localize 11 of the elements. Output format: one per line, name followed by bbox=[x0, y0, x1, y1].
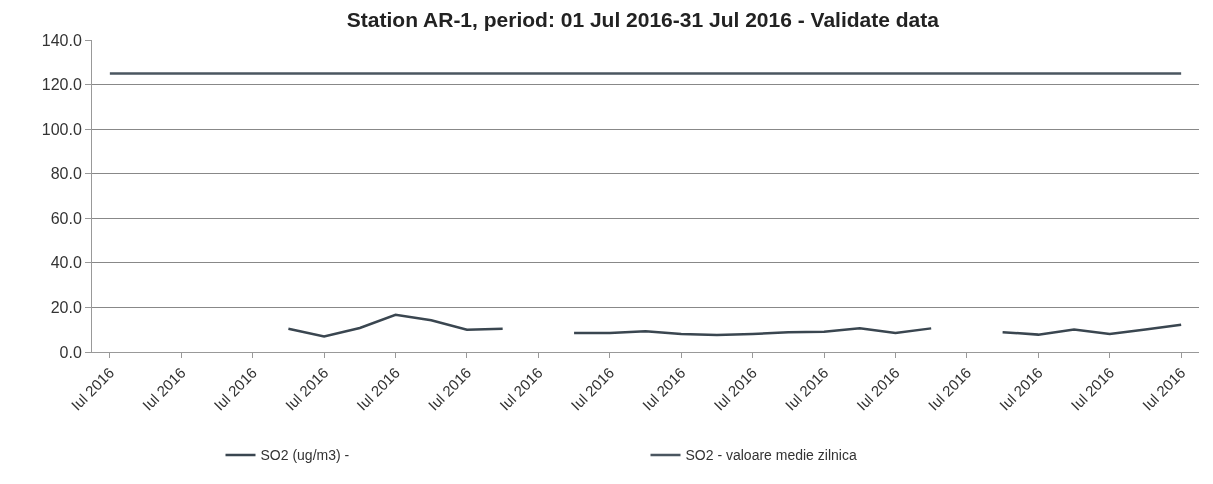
legend-label: SO2 - valoare medie zilnica bbox=[685, 447, 857, 464]
y-tick-label: 120.0 bbox=[41, 76, 82, 94]
legend-label: SO2 (ug/m3) - bbox=[260, 447, 350, 464]
y-tick-label: 80.0 bbox=[50, 165, 82, 183]
y-tick-label: 60.0 bbox=[50, 209, 82, 227]
y-tick-label: 20.0 bbox=[50, 299, 82, 317]
y-tick-label: 140.0 bbox=[41, 31, 82, 49]
y-tick-label: 100.0 bbox=[41, 120, 82, 138]
y-tick-label: 40.0 bbox=[50, 254, 82, 272]
chart-title: Station AR-1, period: 01 Jul 2016-31 Jul 2016 - Validate data bbox=[346, 7, 940, 31]
y-tick-label: 0.0 bbox=[59, 343, 82, 361]
